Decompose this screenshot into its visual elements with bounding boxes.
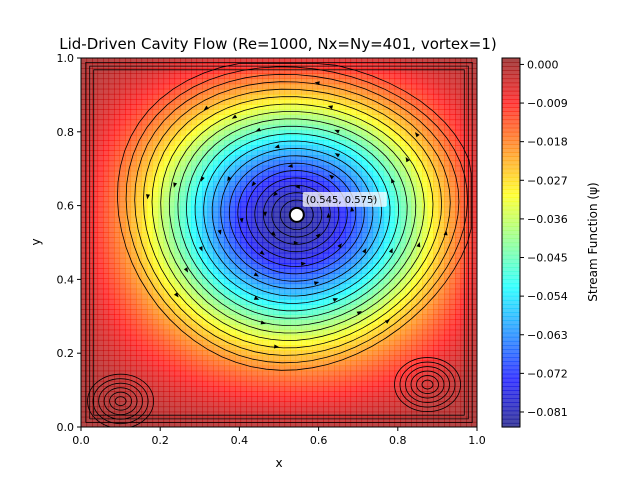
stream-function-field	[81, 58, 477, 427]
x-tick-label: 0.6	[310, 434, 328, 447]
colorbar-tick-label: −0.027	[527, 174, 568, 187]
y-tick-label: 0.4	[57, 273, 75, 286]
streamlines	[85, 62, 473, 427]
y-axis-label: y	[29, 238, 43, 245]
chart-title: Lid-Driven Cavity Flow (Re=1000, Nx=Ny=4…	[59, 35, 496, 53]
x-tick-label: 0.2	[151, 434, 169, 447]
colorbar-tick-label: −0.081	[527, 406, 568, 419]
stream-contours	[116, 63, 472, 371]
colorbar-tick-label: −0.072	[527, 367, 568, 380]
x-tick-label: 0.4	[231, 434, 249, 447]
x-tick-label: 1.0	[468, 434, 486, 447]
vortex-center-point	[288, 206, 305, 223]
colorbar-tick-label: −0.045	[527, 252, 568, 265]
vortex-label: (0.545, 0.575)	[306, 195, 378, 206]
x-tick-label: 0.8	[389, 434, 407, 447]
colorbar-tick-label: −0.063	[527, 329, 568, 342]
y-tick-label: 0.0	[57, 421, 75, 434]
colorbar-tick-label: −0.009	[527, 97, 568, 110]
colorbar-tick-label: −0.054	[527, 290, 568, 303]
y-tick-label: 0.6	[57, 200, 75, 213]
y-tick-label: 1.0	[57, 52, 75, 65]
colorbar: 0.000 −0.009 −0.018 −0.027 −0.036 −0.045 −0.05…	[501, 57, 600, 428]
plot-frame	[80, 57, 478, 428]
colorbar-ticks: 0.000 −0.009 −0.018 −0.027 −0.036 −0.045 −0.05…	[520, 58, 568, 419]
colorbar-tick-label: −0.018	[527, 136, 568, 149]
y-tick-label: 0.8	[57, 126, 75, 139]
plot-area	[81, 58, 477, 427]
colorbar-gradient	[502, 58, 520, 428]
x-tick-label: 0.0	[72, 434, 90, 447]
colorbar-tick-label: −0.036	[527, 213, 568, 226]
y-tick-label: 0.2	[57, 347, 75, 360]
x-axis: 0.0 0.2 0.4 0.6 0.8 1.0	[72, 427, 486, 447]
x-axis-label: x	[275, 456, 282, 470]
vortex-label-box	[302, 191, 387, 207]
colorbar-tick-label: 0.000	[527, 58, 559, 71]
colorbar-frame	[501, 57, 521, 428]
vortex-marker: (0.545, 0.575)	[288, 191, 387, 223]
y-axis: 0.0 0.2 0.4 0.6 0.8 1.0	[57, 52, 81, 434]
colorbar-label: Stream Function (ψ)	[586, 182, 600, 301]
